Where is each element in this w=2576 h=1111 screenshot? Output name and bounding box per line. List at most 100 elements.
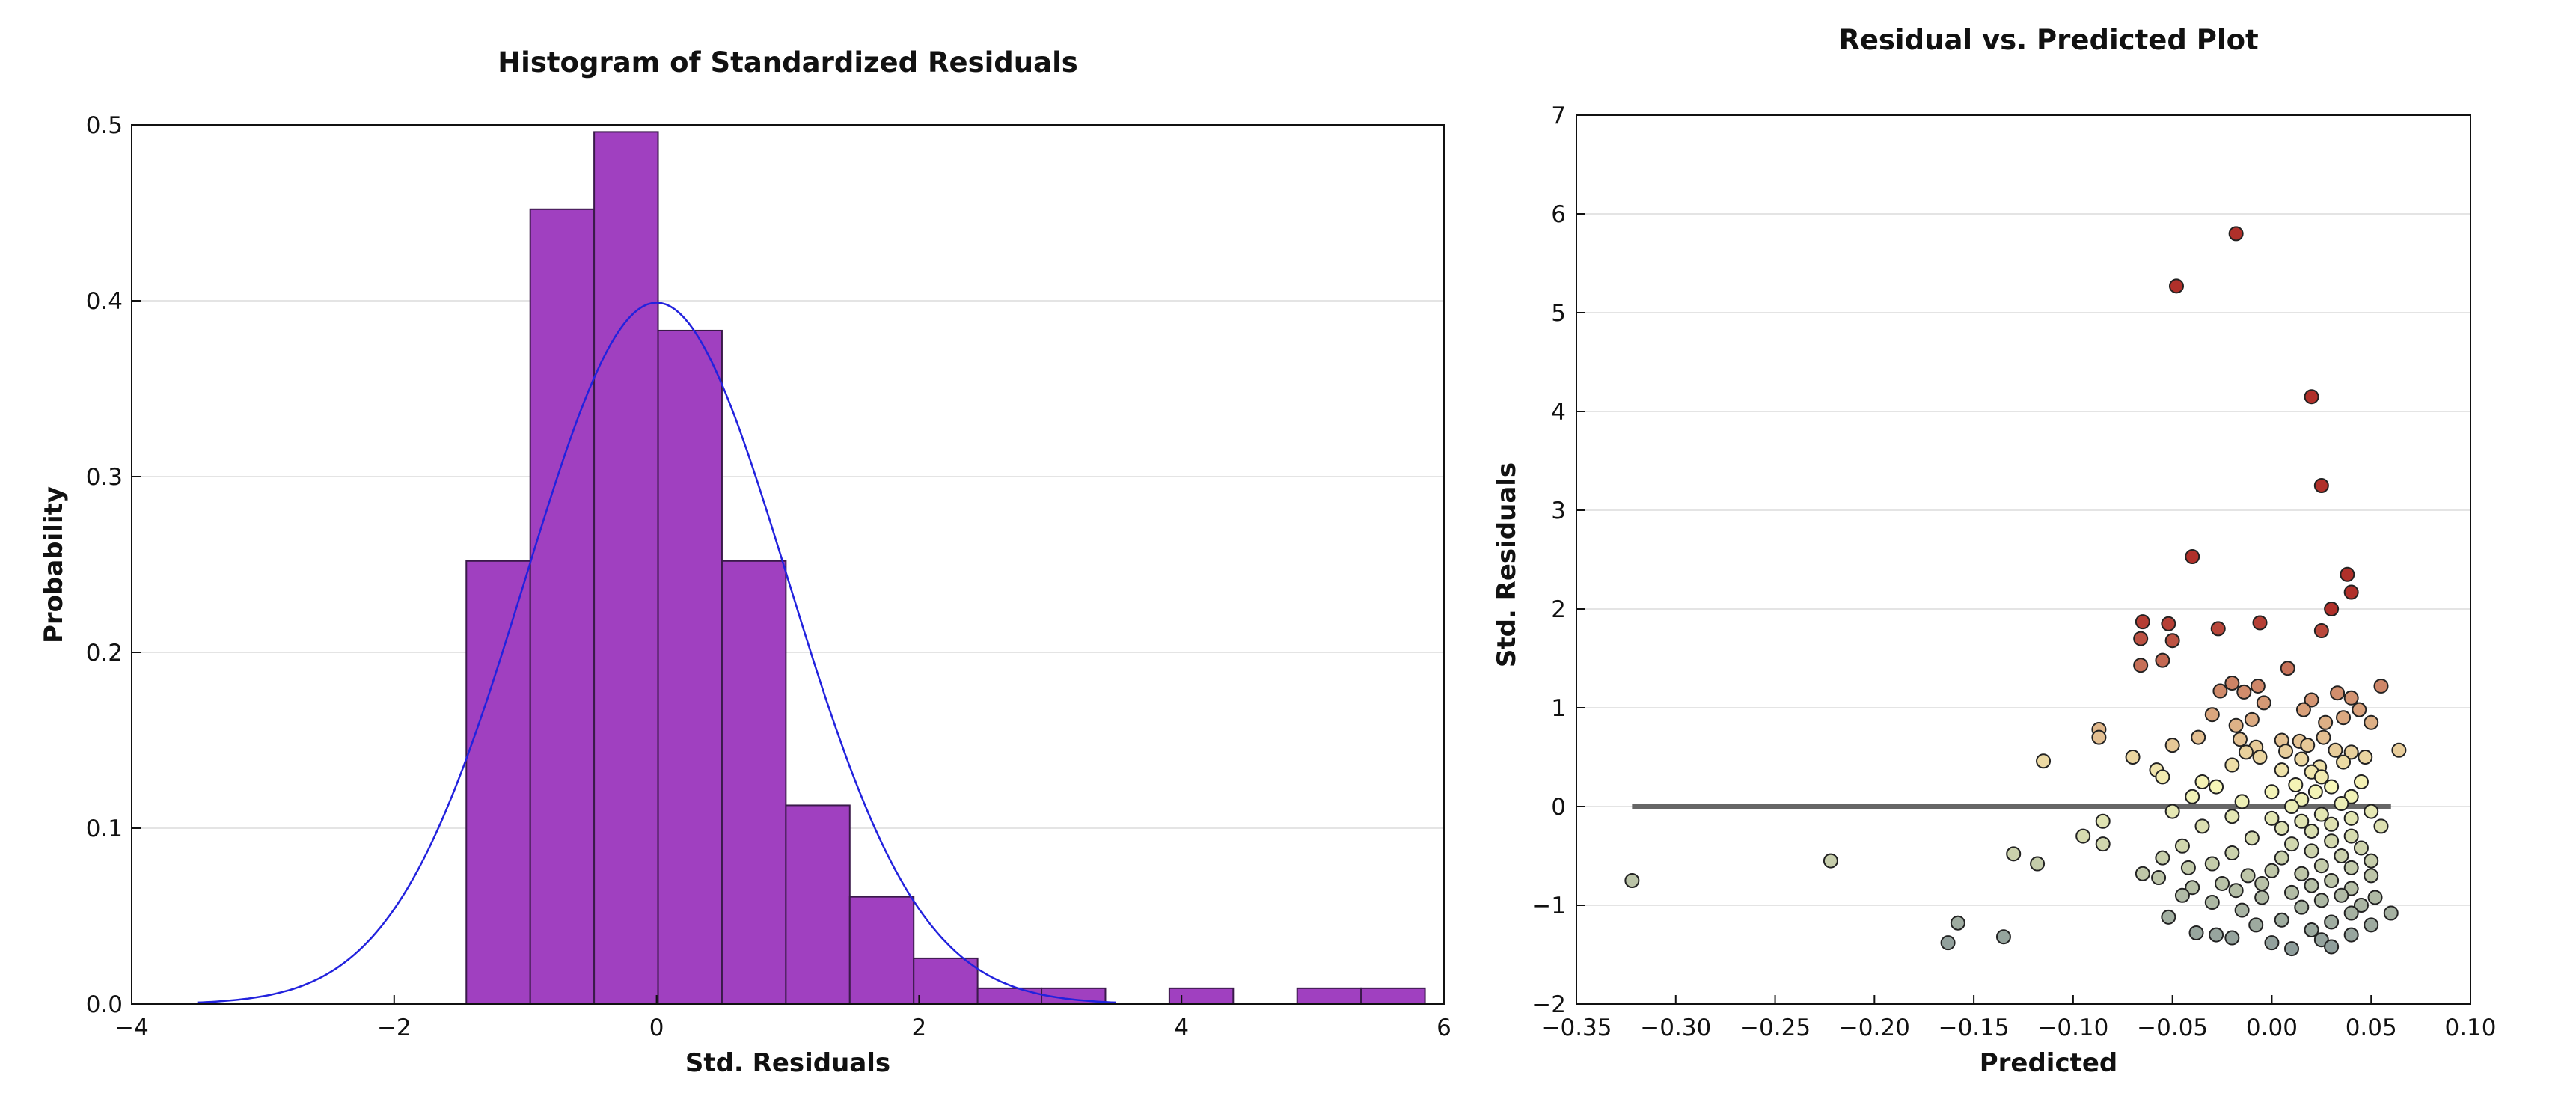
scatter-point (2358, 750, 2373, 765)
scatter-point (1823, 853, 1838, 869)
scatter-point (2075, 828, 2091, 844)
scatter-grid (1576, 114, 2471, 1005)
scatter-ticks: −0.35 −0.30 −0.25 −0.20 −0.15 −0.10 −0.05 0.00 0… (1532, 102, 2496, 1041)
scatter-point (2224, 845, 2240, 861)
scatter-point (2274, 821, 2289, 836)
scatter-point (1940, 935, 1956, 951)
scatter-point (2328, 742, 2343, 758)
scatter-x-tick-label: −0.30 (1640, 1014, 1711, 1041)
scatter-point (2006, 846, 2022, 862)
scatter-point (2224, 757, 2240, 773)
scatter-y-tick-label: 1 (1551, 695, 1566, 722)
scatter-x-axis-label: Predicted (1980, 1048, 2118, 1078)
scatter-point (2284, 884, 2299, 900)
histogram-bar (465, 560, 531, 1005)
scatter-point (2294, 751, 2310, 767)
scatter-point (2224, 930, 2240, 946)
scatter-title: Residual vs. Predicted Plot (1838, 24, 2258, 56)
scatter-point (2234, 794, 2250, 809)
histogram-bar (657, 329, 723, 1005)
scatter-point (2236, 684, 2252, 700)
scatter-point (2316, 729, 2331, 745)
histogram-bar (593, 131, 659, 1005)
scatter-x-tick-label: −0.05 (2137, 1014, 2208, 1041)
scatter-point (2294, 813, 2310, 829)
histogram-x-tick-label: −4 (114, 1014, 149, 1041)
scatter-point (2373, 678, 2389, 694)
scatter-point (2204, 707, 2220, 723)
histogram-x-axis-label: Std. Residuals (685, 1048, 890, 1078)
scatter-point (2274, 912, 2289, 928)
scatter-point (2324, 816, 2340, 832)
histogram-y-tick-label: 0.5 (86, 112, 123, 139)
histogram-y-axis-label: Probability (39, 486, 69, 643)
scatter-point (2300, 738, 2316, 753)
scatter-point (2336, 754, 2352, 770)
scatter-point (2383, 905, 2399, 921)
scatter-point (2209, 779, 2224, 795)
scatter-point (2313, 893, 2329, 908)
scatter-point (2155, 850, 2170, 866)
histogram-bar (721, 560, 787, 1005)
histogram-y-tick-label: 0.2 (86, 640, 123, 667)
scatter-point (2125, 750, 2141, 765)
scatter-point (2373, 818, 2389, 834)
scatter-y-tick-label: −1 (1532, 893, 1566, 919)
scatter-point (2155, 769, 2170, 785)
scatter-point (2278, 744, 2294, 759)
scatter-point (2191, 729, 2206, 745)
scatter-point (2343, 744, 2359, 760)
scatter-x-tick-label: 0.10 (2444, 1014, 2496, 1041)
scatter-points (1624, 226, 2407, 957)
histogram-y-tick-label: 0.3 (86, 464, 123, 491)
scatter-point (2036, 753, 2052, 769)
scatter-point (2284, 836, 2299, 852)
scatter-point (2288, 777, 2304, 792)
scatter-point (2030, 856, 2046, 872)
scatter-point (2274, 762, 2289, 778)
histogram-x-tick-label: 0 (649, 1014, 664, 1041)
histogram-bar (848, 896, 915, 1006)
histogram-bar (976, 987, 1043, 1005)
scatter-point (2161, 616, 2176, 631)
scatter-point (2364, 804, 2379, 819)
histogram-x-tick-label: 4 (1174, 1014, 1189, 1041)
scatter-point (2244, 711, 2260, 727)
scatter-point (2232, 732, 2248, 747)
scatter-point (2210, 621, 2226, 637)
scatter-point (2284, 941, 2299, 957)
histogram-y-tick-label: 0.4 (86, 288, 123, 315)
scatter-point (2353, 774, 2369, 789)
scatter-point (2313, 807, 2329, 822)
scatter-point (2313, 769, 2329, 785)
scatter-point (2318, 714, 2334, 730)
scatter-point (2155, 652, 2170, 668)
scatter-point (2185, 549, 2200, 565)
histogram-y-tick-label: 0.1 (86, 815, 123, 842)
scatter-x-tick-label: −0.20 (1839, 1014, 1910, 1041)
scatter-point (2304, 824, 2319, 839)
scatter-point (2284, 799, 2299, 814)
scatter-point (2244, 830, 2260, 846)
scatter-point (1950, 915, 1965, 931)
scatter-point (2095, 836, 2111, 852)
scatter-point (2324, 602, 2340, 616)
scatter-point (2135, 866, 2150, 881)
histogram-bar (529, 208, 596, 1005)
scatter-point (2324, 939, 2340, 955)
scatter-point (2343, 810, 2359, 826)
scatter-point (2164, 633, 2180, 649)
scatter-point (2252, 750, 2268, 765)
scatter-point (2334, 887, 2349, 903)
scatter-point (2343, 905, 2359, 921)
scatter-point (2164, 738, 2180, 753)
scatter-y-tick-label: 5 (1551, 300, 1566, 327)
scatter-point (2215, 875, 2230, 891)
scatter-point (2304, 692, 2319, 708)
scatter-point (2343, 860, 2359, 875)
scatter-point (2264, 810, 2280, 826)
scatter-point (2168, 278, 2184, 294)
scatter-x-tick-label: −0.15 (1939, 1014, 2010, 1041)
histogram-x-tick-label: 6 (1437, 1014, 1451, 1041)
scatter-x-tick-label: −0.10 (2037, 1014, 2108, 1041)
